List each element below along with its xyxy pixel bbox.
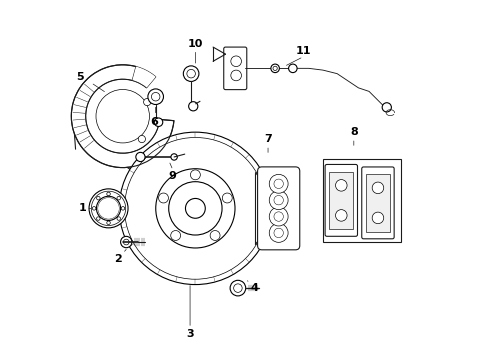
Circle shape xyxy=(336,180,347,191)
Circle shape xyxy=(121,207,125,210)
Circle shape xyxy=(97,196,121,220)
FancyBboxPatch shape xyxy=(258,167,300,250)
Circle shape xyxy=(98,198,119,219)
Circle shape xyxy=(269,174,288,193)
Circle shape xyxy=(97,217,100,220)
Text: 10: 10 xyxy=(188,39,203,49)
Circle shape xyxy=(136,152,145,162)
Circle shape xyxy=(189,102,198,111)
Bar xyxy=(329,172,353,229)
Circle shape xyxy=(234,284,242,292)
Circle shape xyxy=(372,182,384,194)
Circle shape xyxy=(123,239,129,245)
Circle shape xyxy=(144,99,151,106)
Circle shape xyxy=(148,89,164,104)
Polygon shape xyxy=(72,65,174,167)
Circle shape xyxy=(107,192,110,196)
Circle shape xyxy=(156,169,235,248)
Circle shape xyxy=(117,197,121,200)
Circle shape xyxy=(289,64,297,73)
Circle shape xyxy=(151,93,160,101)
Circle shape xyxy=(210,230,220,240)
Circle shape xyxy=(273,66,277,71)
Text: 4: 4 xyxy=(251,283,259,293)
Circle shape xyxy=(274,228,283,238)
Text: 2: 2 xyxy=(114,254,122,264)
Circle shape xyxy=(105,204,112,212)
Circle shape xyxy=(89,189,128,228)
Circle shape xyxy=(107,221,110,225)
Circle shape xyxy=(117,217,121,220)
FancyBboxPatch shape xyxy=(224,47,247,90)
Circle shape xyxy=(274,212,283,221)
Circle shape xyxy=(99,199,118,218)
Circle shape xyxy=(119,132,271,284)
Circle shape xyxy=(336,210,347,221)
FancyBboxPatch shape xyxy=(362,167,394,239)
Text: 7: 7 xyxy=(264,134,272,144)
Circle shape xyxy=(382,103,392,112)
Circle shape xyxy=(121,237,132,248)
Circle shape xyxy=(269,224,288,242)
Polygon shape xyxy=(132,67,156,88)
Circle shape xyxy=(171,230,181,240)
Circle shape xyxy=(100,200,117,217)
Text: 1: 1 xyxy=(79,203,87,213)
Circle shape xyxy=(191,170,200,180)
Circle shape xyxy=(171,154,177,160)
Bar xyxy=(366,174,390,231)
Circle shape xyxy=(154,118,163,126)
Text: 6: 6 xyxy=(151,117,159,126)
Bar xyxy=(323,159,401,242)
Text: 8: 8 xyxy=(350,127,358,137)
Circle shape xyxy=(169,182,222,235)
Circle shape xyxy=(159,193,169,203)
Circle shape xyxy=(97,197,100,200)
Circle shape xyxy=(91,191,126,225)
Text: 9: 9 xyxy=(169,171,176,181)
Circle shape xyxy=(231,56,242,67)
Circle shape xyxy=(92,207,96,210)
Circle shape xyxy=(124,138,266,279)
Text: 11: 11 xyxy=(296,46,311,56)
Text: 3: 3 xyxy=(186,329,194,339)
FancyBboxPatch shape xyxy=(325,165,358,236)
Circle shape xyxy=(269,207,288,226)
Text: 5: 5 xyxy=(76,72,84,82)
Circle shape xyxy=(231,70,242,81)
Circle shape xyxy=(269,191,288,210)
Circle shape xyxy=(183,66,199,81)
Circle shape xyxy=(186,198,205,218)
Circle shape xyxy=(230,280,245,296)
Circle shape xyxy=(271,64,279,73)
Circle shape xyxy=(138,135,146,143)
Circle shape xyxy=(274,195,283,205)
Circle shape xyxy=(274,179,283,189)
Circle shape xyxy=(187,69,196,78)
Circle shape xyxy=(372,212,384,224)
Circle shape xyxy=(96,90,149,143)
Circle shape xyxy=(222,193,232,203)
